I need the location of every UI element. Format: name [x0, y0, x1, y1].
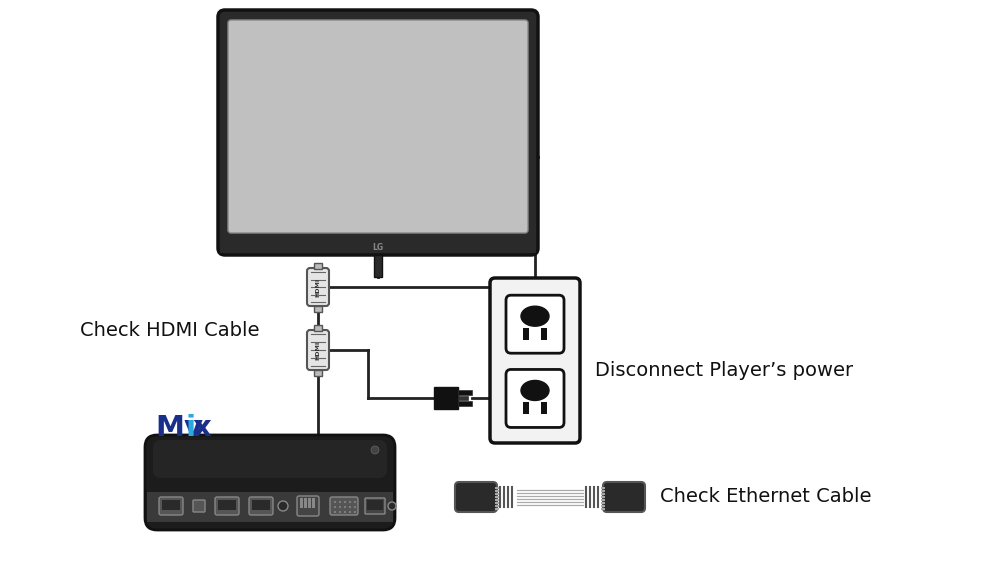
Bar — [434, 388, 458, 409]
Circle shape — [334, 511, 336, 513]
Bar — [495, 490, 499, 492]
Bar — [495, 496, 499, 498]
FancyBboxPatch shape — [603, 482, 645, 512]
Circle shape — [339, 506, 341, 508]
Bar — [314, 263, 322, 269]
FancyBboxPatch shape — [506, 295, 564, 353]
Circle shape — [344, 501, 346, 503]
Bar — [601, 508, 605, 510]
Bar — [495, 493, 499, 495]
Circle shape — [354, 501, 356, 503]
Text: Check Ethernet Cable: Check Ethernet Cable — [660, 488, 872, 506]
Bar — [601, 493, 605, 495]
Text: x: x — [193, 414, 212, 442]
Text: HDMI: HDMI — [316, 340, 320, 360]
Circle shape — [339, 511, 341, 513]
FancyBboxPatch shape — [228, 20, 528, 233]
Circle shape — [349, 501, 351, 503]
Bar — [304, 498, 307, 508]
FancyBboxPatch shape — [297, 496, 319, 516]
Bar — [374, 255, 382, 277]
FancyBboxPatch shape — [215, 497, 239, 515]
Bar — [308, 498, 311, 508]
FancyBboxPatch shape — [193, 500, 205, 512]
Bar — [495, 502, 499, 504]
Bar — [220, 241, 536, 253]
FancyBboxPatch shape — [330, 497, 358, 515]
Text: Check HDMI Cable: Check HDMI Cable — [80, 320, 260, 340]
Circle shape — [388, 502, 396, 510]
Bar — [495, 505, 499, 507]
Circle shape — [334, 506, 336, 508]
Bar — [218, 500, 236, 510]
FancyBboxPatch shape — [307, 268, 329, 306]
Bar — [300, 498, 303, 508]
Bar — [601, 487, 605, 489]
Circle shape — [354, 506, 356, 508]
Ellipse shape — [521, 380, 549, 400]
Bar — [314, 370, 322, 376]
FancyBboxPatch shape — [249, 497, 273, 515]
Circle shape — [344, 506, 346, 508]
Bar — [523, 403, 529, 415]
Bar — [458, 396, 468, 400]
Bar — [601, 499, 605, 501]
Text: i: i — [185, 414, 195, 442]
FancyBboxPatch shape — [145, 435, 395, 530]
FancyBboxPatch shape — [455, 482, 497, 512]
Circle shape — [349, 506, 351, 508]
Bar — [312, 498, 315, 508]
Bar — [458, 401, 472, 407]
Bar — [162, 500, 180, 510]
Bar — [252, 500, 270, 510]
Circle shape — [349, 511, 351, 513]
Bar — [495, 487, 499, 489]
Bar — [541, 403, 547, 415]
Bar — [367, 500, 383, 510]
Text: Mv: Mv — [155, 414, 203, 442]
Bar — [601, 505, 605, 507]
Ellipse shape — [521, 306, 549, 326]
FancyBboxPatch shape — [159, 497, 183, 515]
Bar — [601, 490, 605, 492]
FancyBboxPatch shape — [307, 330, 329, 370]
Text: Disconnect Player’s power: Disconnect Player’s power — [595, 360, 853, 380]
Bar — [495, 499, 499, 501]
Bar — [458, 391, 472, 396]
Bar — [147, 492, 393, 522]
Text: HDMI: HDMI — [316, 278, 320, 296]
Bar — [523, 328, 529, 340]
FancyBboxPatch shape — [218, 10, 538, 255]
Bar — [495, 508, 499, 510]
Circle shape — [354, 511, 356, 513]
Circle shape — [278, 501, 288, 511]
Bar — [601, 496, 605, 498]
Bar — [314, 306, 322, 312]
FancyBboxPatch shape — [506, 369, 564, 428]
Bar — [601, 502, 605, 504]
FancyBboxPatch shape — [490, 278, 580, 443]
FancyBboxPatch shape — [365, 498, 385, 514]
Bar — [541, 328, 547, 340]
Circle shape — [334, 501, 336, 503]
FancyBboxPatch shape — [153, 440, 387, 478]
Circle shape — [344, 511, 346, 513]
Bar — [314, 325, 322, 331]
Text: LG: LG — [372, 243, 384, 251]
Circle shape — [371, 446, 379, 454]
Circle shape — [339, 501, 341, 503]
